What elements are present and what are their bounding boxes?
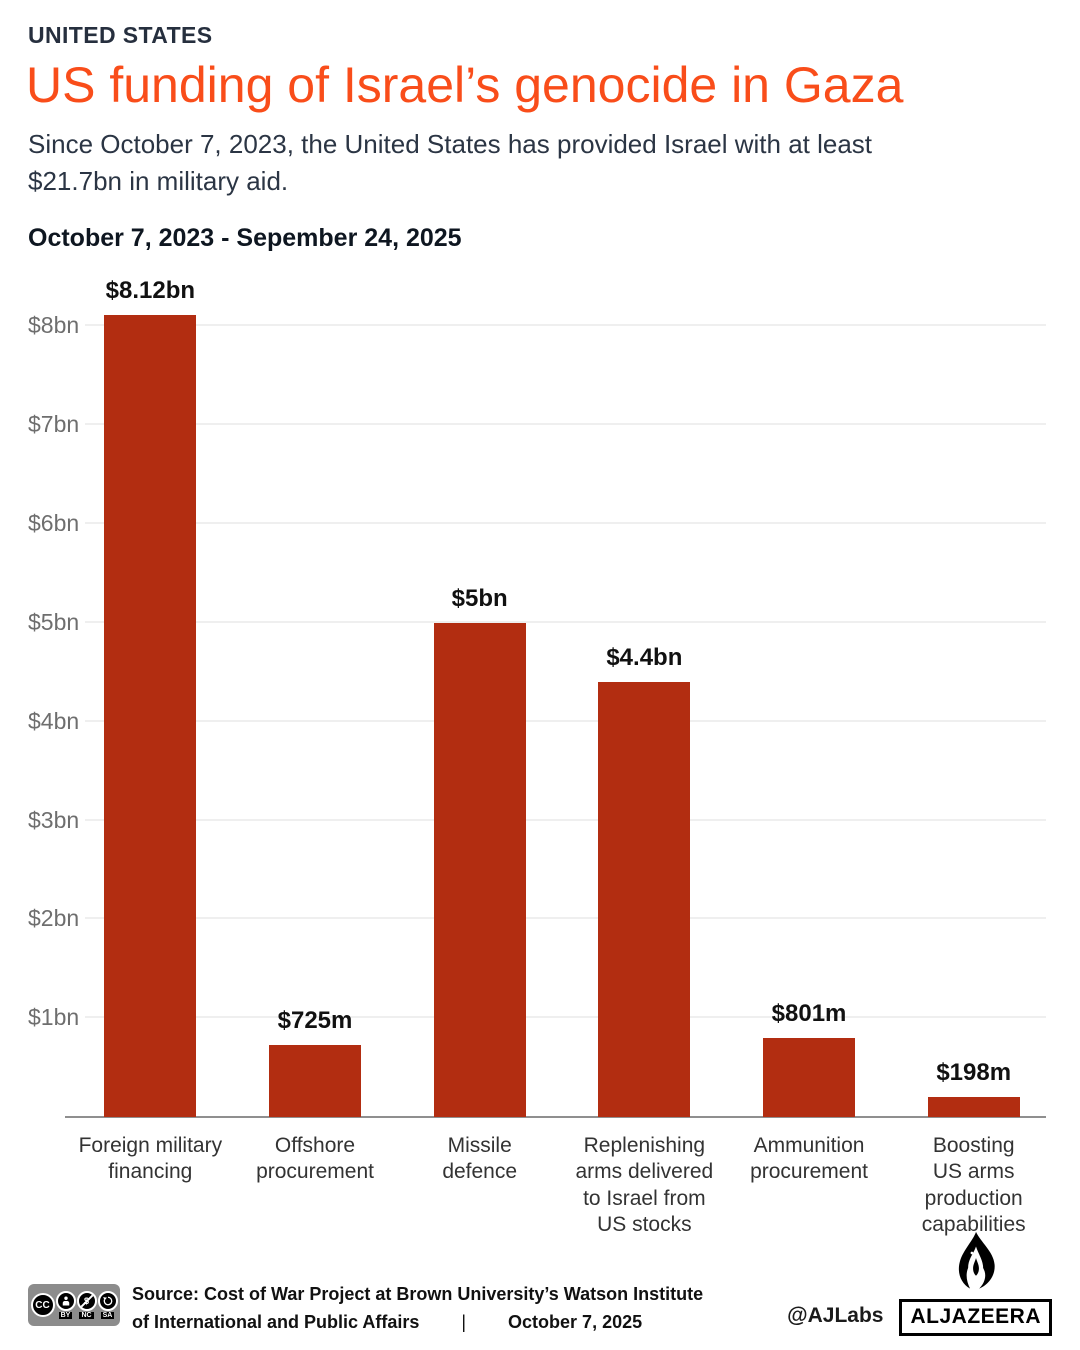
bar-column: $725m — [233, 277, 398, 1117]
y-axis-tick: $8bn — [28, 312, 80, 339]
y-axis-tick: $5bn — [28, 608, 80, 635]
source-line-2: of International and Public Affairs | Oc… — [132, 1309, 703, 1337]
y-axis-tick: $4bn — [28, 707, 80, 734]
cc-sa-label: SA — [100, 1311, 115, 1320]
gridline — [85, 917, 1046, 920]
value-label: $5bn — [451, 584, 508, 612]
y-axis-tick: $7bn — [28, 411, 80, 438]
bar — [927, 1097, 1020, 1117]
bar-column: $8.12bn — [68, 277, 233, 1117]
bar-column: $198m — [891, 277, 1056, 1117]
chart-date-range: October 7, 2023 - Sepember 24, 2025 — [28, 224, 462, 252]
brand-block: @AJLabs ALJAZEERA — [787, 1231, 1052, 1336]
value-label: $4.4bn — [606, 644, 683, 672]
bar — [104, 314, 197, 1117]
value-label: $801m — [771, 999, 847, 1027]
gridline — [85, 324, 1046, 327]
source-attribution: Source: Cost of War Project at Brown Uni… — [132, 1281, 703, 1337]
source-line-2-text: of International and Public Affairs — [132, 1311, 420, 1332]
value-label: $725m — [277, 1007, 353, 1035]
share-alike-icon — [97, 1290, 118, 1311]
category-label: Foreign military financing — [78, 1134, 223, 1184]
bar — [433, 622, 526, 1117]
bar-column: $801m — [727, 277, 892, 1117]
page-title: US funding of Israel’s genocide in Gaza — [26, 57, 904, 113]
cc-by-label: BY — [58, 1311, 73, 1320]
aljazeera-wordmark: ALJAZEERA — [899, 1299, 1052, 1336]
value-label: $198m — [936, 1059, 1012, 1087]
bar-column: $4.4bn — [562, 277, 727, 1117]
y-axis-tick: $2bn — [28, 905, 80, 932]
no-dollar-icon: $ — [76, 1290, 97, 1311]
category-label: Offshore procurement — [256, 1134, 374, 1184]
gridline — [85, 719, 1046, 722]
gridline — [85, 423, 1046, 426]
cc-nc-label: NC — [79, 1311, 94, 1320]
value-label: $8.12bn — [105, 276, 196, 304]
source-line-1: Source: Cost of War Project at Brown Uni… — [132, 1284, 704, 1304]
cc-circle: CC — [30, 1293, 55, 1317]
bar — [598, 682, 691, 1117]
ajlabs-credit: @AJLabs — [787, 1304, 884, 1327]
cc-icon: CC — [30, 1293, 55, 1317]
y-axis-tick: $1bn — [28, 1004, 80, 1031]
cc-license-badge: CC BY $ NC SA — [28, 1284, 120, 1326]
gridline — [85, 818, 1046, 821]
bar — [763, 1037, 856, 1117]
subtitle: Since October 7, 2023, the United States… — [28, 129, 873, 196]
bar-column: $5bn — [397, 277, 562, 1117]
category-label: Boosting US arms production capabilities — [921, 1134, 1026, 1236]
cc-nc-icon: $ NC — [76, 1290, 97, 1320]
category-label: Missile defence — [442, 1134, 518, 1184]
bar — [269, 1045, 361, 1117]
kicker: UNITED STATES — [28, 22, 213, 48]
cc-by-icon: BY — [55, 1290, 76, 1320]
category-labels: Foreign military financing Offshore procu… — [68, 1133, 1056, 1238]
bar-chart-plot: $1bn $2bn $3bn $4bn $5bn $6bn $7bn $8bn $8.12bn $… — [28, 277, 1056, 1118]
x-axis-line — [65, 1116, 1046, 1118]
person-icon — [55, 1290, 76, 1311]
y-axis-tick: $6bn — [28, 510, 80, 537]
category-label: Ammunition procurement — [750, 1134, 868, 1184]
bars-container: $8.12bn $725m $5bn $4.4bn $801m $198m — [68, 277, 1056, 1117]
source-separator: | — [461, 1311, 467, 1332]
gridline — [85, 1016, 1046, 1019]
gridline — [85, 522, 1046, 525]
publication-date: October 7, 2025 — [508, 1311, 643, 1332]
cc-sa-icon: SA — [97, 1290, 118, 1320]
aljazeera-flame-logo — [958, 1231, 995, 1289]
category-label: Replenishing arms delivered to Israel fr… — [575, 1134, 714, 1236]
gridline — [85, 620, 1046, 623]
y-axis-tick: $3bn — [28, 806, 80, 833]
